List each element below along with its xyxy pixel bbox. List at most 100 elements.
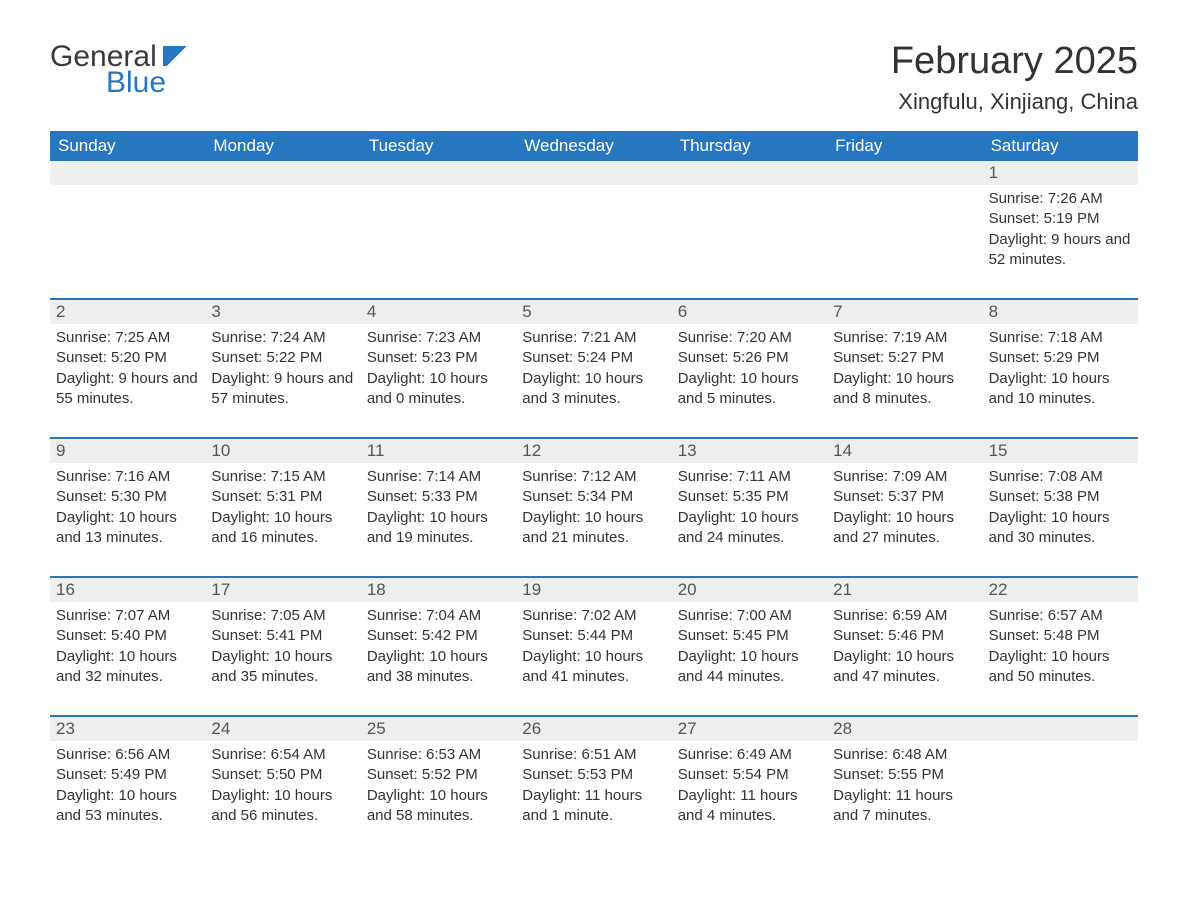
day-number — [672, 161, 827, 185]
sunset-text: Sunset: 5:31 PM — [211, 487, 354, 507]
day-cell: Sunrise: 6:51 AMSunset: 5:53 PMDaylight:… — [516, 741, 671, 840]
day-cell — [827, 185, 982, 284]
daynum-row: 9101112131415 — [50, 439, 1138, 463]
daylight-text: Daylight: 10 hours and 56 minutes. — [211, 786, 354, 827]
day-cell — [361, 185, 516, 284]
daylight-text: Daylight: 11 hours and 4 minutes. — [678, 786, 821, 827]
daylight-text: Daylight: 11 hours and 7 minutes. — [833, 786, 976, 827]
sunset-text: Sunset: 5:48 PM — [989, 626, 1132, 646]
day-number: 18 — [361, 578, 516, 602]
daylight-text: Daylight: 10 hours and 41 minutes. — [522, 647, 665, 688]
day-number: 6 — [672, 300, 827, 324]
daynum-row: 2345678 — [50, 300, 1138, 324]
daylight-text: Daylight: 11 hours and 1 minute. — [522, 786, 665, 827]
sunrise-text: Sunrise: 7:21 AM — [522, 328, 665, 348]
sunset-text: Sunset: 5:42 PM — [367, 626, 510, 646]
daylight-text: Daylight: 10 hours and 19 minutes. — [367, 508, 510, 549]
sunrise-text: Sunrise: 7:00 AM — [678, 606, 821, 626]
sunset-text: Sunset: 5:38 PM — [989, 487, 1132, 507]
weekday-header: Thursday — [672, 131, 827, 161]
sunrise-text: Sunrise: 7:20 AM — [678, 328, 821, 348]
sunset-text: Sunset: 5:37 PM — [833, 487, 976, 507]
sunset-text: Sunset: 5:26 PM — [678, 348, 821, 368]
daylight-text: Daylight: 10 hours and 58 minutes. — [367, 786, 510, 827]
day-cell: Sunrise: 7:16 AMSunset: 5:30 PMDaylight:… — [50, 463, 205, 562]
daylight-text: Daylight: 9 hours and 55 minutes. — [56, 369, 199, 410]
day-cell — [205, 185, 360, 284]
daylight-text: Daylight: 10 hours and 30 minutes. — [989, 508, 1132, 549]
sunset-text: Sunset: 5:53 PM — [522, 765, 665, 785]
sunset-text: Sunset: 5:24 PM — [522, 348, 665, 368]
day-cell: Sunrise: 7:21 AMSunset: 5:24 PMDaylight:… — [516, 324, 671, 423]
sunset-text: Sunset: 5:23 PM — [367, 348, 510, 368]
day-number: 14 — [827, 439, 982, 463]
sunrise-text: Sunrise: 7:04 AM — [367, 606, 510, 626]
day-number: 20 — [672, 578, 827, 602]
daylight-text: Daylight: 10 hours and 35 minutes. — [211, 647, 354, 688]
day-cell: Sunrise: 7:09 AMSunset: 5:37 PMDaylight:… — [827, 463, 982, 562]
day-cell: Sunrise: 7:14 AMSunset: 5:33 PMDaylight:… — [361, 463, 516, 562]
week-header: SundayMondayTuesdayWednesdayThursdayFrid… — [50, 131, 1138, 161]
sunrise-text: Sunrise: 6:57 AM — [989, 606, 1132, 626]
sunset-text: Sunset: 5:22 PM — [211, 348, 354, 368]
daylight-text: Daylight: 10 hours and 3 minutes. — [522, 369, 665, 410]
sunrise-text: Sunrise: 7:23 AM — [367, 328, 510, 348]
sunset-text: Sunset: 5:35 PM — [678, 487, 821, 507]
sunrise-text: Sunrise: 7:16 AM — [56, 467, 199, 487]
daylight-text: Daylight: 10 hours and 27 minutes. — [833, 508, 976, 549]
sunrise-text: Sunrise: 7:09 AM — [833, 467, 976, 487]
calendar-week: 16171819202122Sunrise: 7:07 AMSunset: 5:… — [50, 576, 1138, 701]
day-number: 1 — [983, 161, 1138, 185]
sunrise-text: Sunrise: 7:24 AM — [211, 328, 354, 348]
day-number: 21 — [827, 578, 982, 602]
sunrise-text: Sunrise: 7:25 AM — [56, 328, 199, 348]
day-number: 13 — [672, 439, 827, 463]
day-cell: Sunrise: 6:56 AMSunset: 5:49 PMDaylight:… — [50, 741, 205, 840]
day-cell: Sunrise: 7:02 AMSunset: 5:44 PMDaylight:… — [516, 602, 671, 701]
weekday-header: Monday — [205, 131, 360, 161]
daylight-text: Daylight: 10 hours and 16 minutes. — [211, 508, 354, 549]
day-number: 24 — [205, 717, 360, 741]
sunset-text: Sunset: 5:55 PM — [833, 765, 976, 785]
day-cell: Sunrise: 7:00 AMSunset: 5:45 PMDaylight:… — [672, 602, 827, 701]
day-number: 19 — [516, 578, 671, 602]
daylight-text: Daylight: 10 hours and 47 minutes. — [833, 647, 976, 688]
sunrise-text: Sunrise: 7:26 AM — [989, 189, 1132, 209]
sunset-text: Sunset: 5:33 PM — [367, 487, 510, 507]
day-cell: Sunrise: 7:11 AMSunset: 5:35 PMDaylight:… — [672, 463, 827, 562]
weekday-header: Friday — [827, 131, 982, 161]
sunrise-text: Sunrise: 6:49 AM — [678, 745, 821, 765]
day-number: 9 — [50, 439, 205, 463]
day-cell: Sunrise: 7:23 AMSunset: 5:23 PMDaylight:… — [361, 324, 516, 423]
daylight-text: Daylight: 10 hours and 10 minutes. — [989, 369, 1132, 410]
day-cell: Sunrise: 7:12 AMSunset: 5:34 PMDaylight:… — [516, 463, 671, 562]
daylight-text: Daylight: 9 hours and 52 minutes. — [989, 230, 1132, 271]
calendar: SundayMondayTuesdayWednesdayThursdayFrid… — [50, 131, 1138, 840]
sunset-text: Sunset: 5:40 PM — [56, 626, 199, 646]
month-title: February 2025 — [891, 40, 1138, 83]
day-cell: Sunrise: 6:49 AMSunset: 5:54 PMDaylight:… — [672, 741, 827, 840]
day-number: 22 — [983, 578, 1138, 602]
day-number: 3 — [205, 300, 360, 324]
sunrise-text: Sunrise: 7:02 AM — [522, 606, 665, 626]
day-number — [983, 717, 1138, 741]
sunrise-text: Sunrise: 7:05 AM — [211, 606, 354, 626]
day-number: 15 — [983, 439, 1138, 463]
day-number: 4 — [361, 300, 516, 324]
logo-flag-icon — [163, 46, 191, 66]
daylight-text: Daylight: 10 hours and 44 minutes. — [678, 647, 821, 688]
day-number: 28 — [827, 717, 982, 741]
daylight-text: Daylight: 10 hours and 21 minutes. — [522, 508, 665, 549]
weekday-header: Tuesday — [361, 131, 516, 161]
calendar-weeks: 1Sunrise: 7:26 AMSunset: 5:19 PMDaylight… — [50, 161, 1138, 840]
sunset-text: Sunset: 5:29 PM — [989, 348, 1132, 368]
day-number: 10 — [205, 439, 360, 463]
daylight-text: Daylight: 9 hours and 57 minutes. — [211, 369, 354, 410]
day-cell: Sunrise: 6:48 AMSunset: 5:55 PMDaylight:… — [827, 741, 982, 840]
day-cell: Sunrise: 7:15 AMSunset: 5:31 PMDaylight:… — [205, 463, 360, 562]
sunset-text: Sunset: 5:52 PM — [367, 765, 510, 785]
location: Xingfulu, Xinjiang, China — [891, 89, 1138, 115]
sunrise-text: Sunrise: 7:12 AM — [522, 467, 665, 487]
day-number — [516, 161, 671, 185]
daylight-text: Daylight: 10 hours and 32 minutes. — [56, 647, 199, 688]
